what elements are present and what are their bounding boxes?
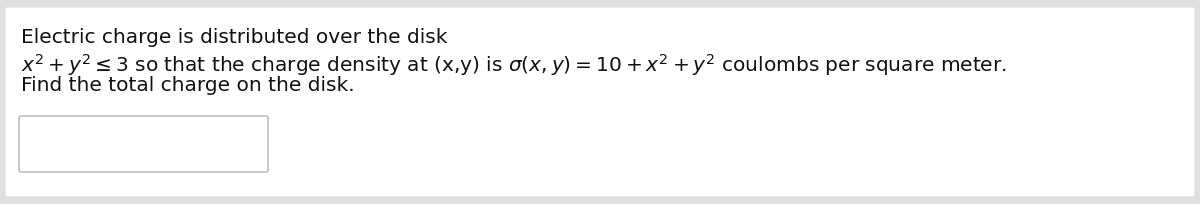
Text: $x^2 + y^2 \leq 3$ so that the charge density at (x,y) is $\sigma(x, y) = 10 + x: $x^2 + y^2 \leq 3$ so that the charge de… [22,52,1007,78]
Text: Find the total charge on the disk.: Find the total charge on the disk. [22,76,355,95]
FancyBboxPatch shape [6,8,1194,196]
Text: Electric charge is distributed over the disk: Electric charge is distributed over the … [22,28,448,47]
FancyBboxPatch shape [19,116,268,172]
